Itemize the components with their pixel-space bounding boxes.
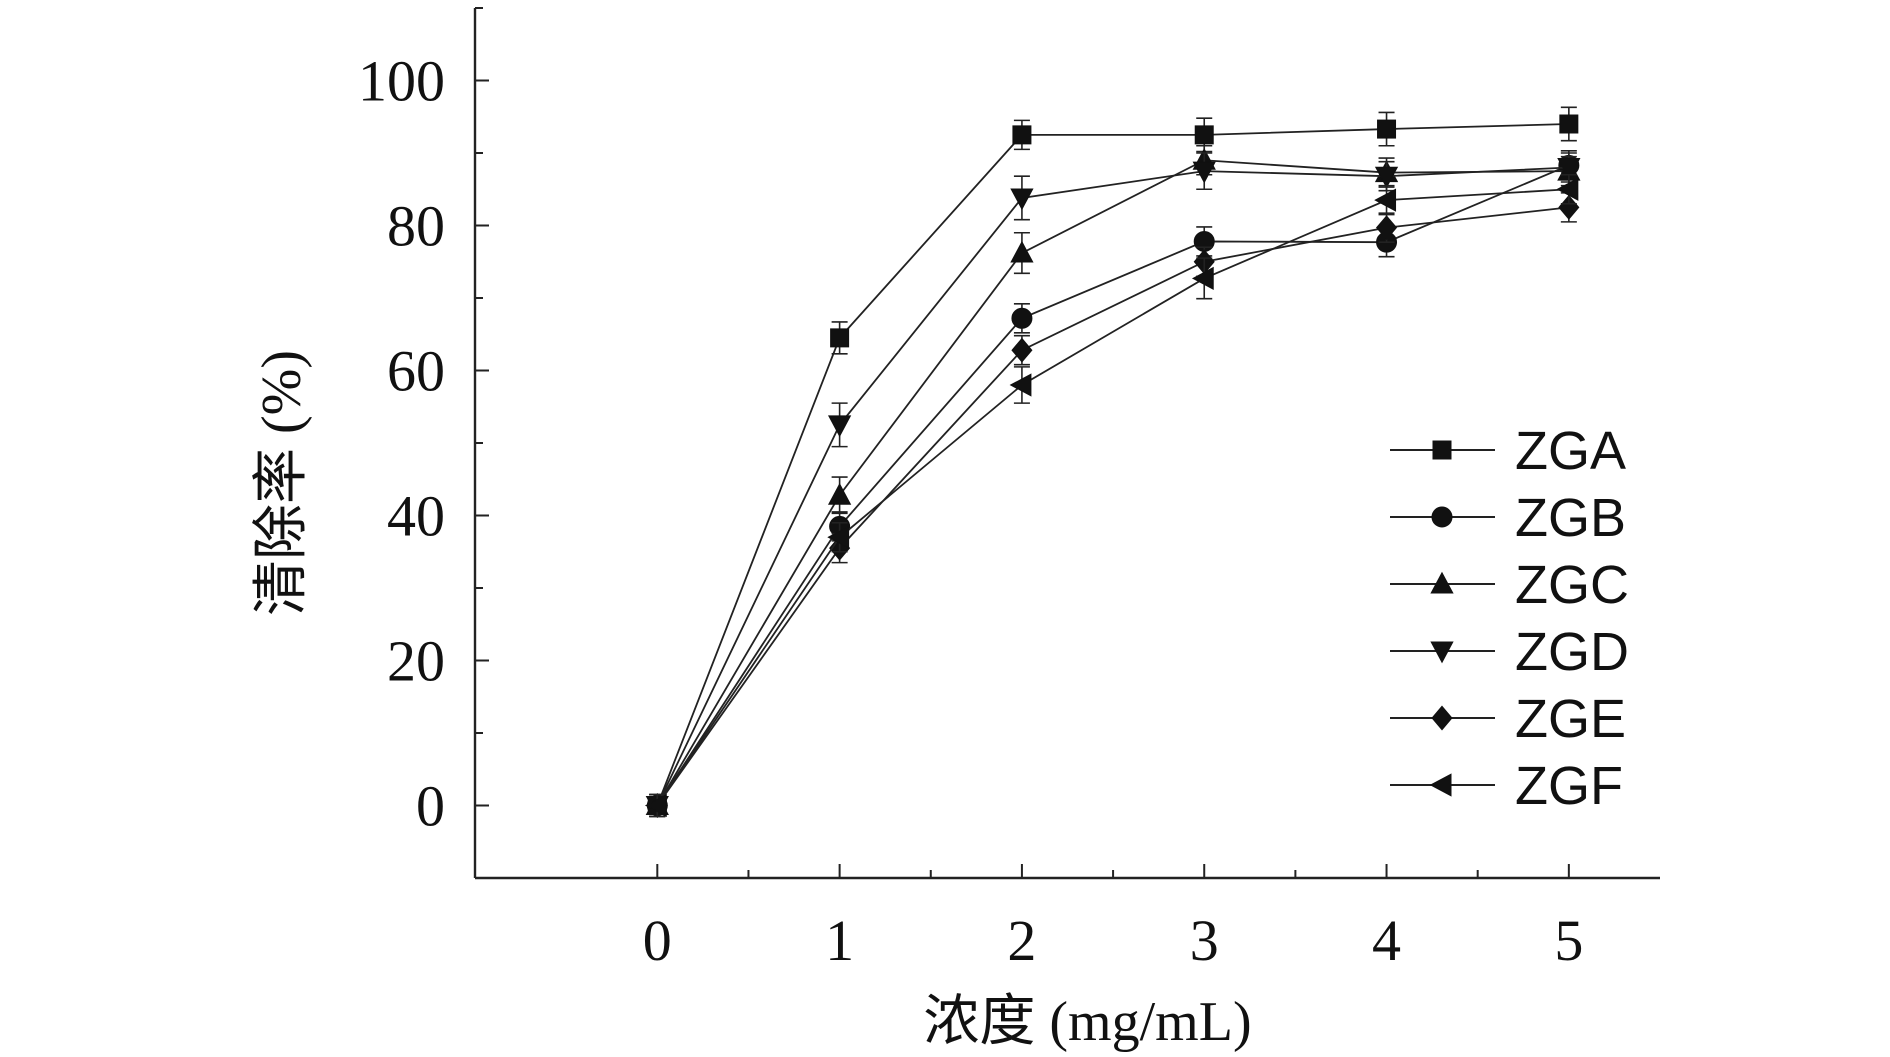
x-axis-title: 浓度 (mg/mL) (923, 991, 1251, 1053)
legend-item-zga: ZGA (1390, 421, 1626, 481)
legend-label: ZGB (1515, 488, 1626, 548)
x-tick-label: 2 (1007, 908, 1036, 973)
x-tick-label: 4 (1372, 908, 1401, 973)
data-point (1559, 114, 1579, 134)
y-tick-label: 100 (358, 49, 445, 114)
legend-item-zgc: ZGC (1390, 555, 1629, 615)
series-line (656, 188, 1569, 807)
axes: 0 20 40 60 80 100 0 1 2 3 4 5 (358, 7, 1660, 973)
series-line (656, 159, 1569, 806)
data-point (1194, 125, 1214, 145)
legend-item-zge: ZGE (1390, 689, 1626, 749)
data-point (827, 482, 852, 505)
data-point (1010, 188, 1034, 211)
data-point (827, 415, 852, 438)
series-layer (644, 106, 1581, 818)
legend-marker (1430, 571, 1454, 594)
legend-label: ZGE (1515, 689, 1626, 749)
data-point (1010, 240, 1034, 263)
y-tick-label: 20 (387, 629, 445, 694)
data-point (1012, 125, 1032, 145)
y-tick-label: 40 (387, 484, 445, 549)
series-zgf (644, 173, 1579, 818)
x-tick-label: 0 (643, 908, 672, 973)
data-point (1377, 119, 1397, 139)
y-tick-label: 60 (387, 339, 445, 404)
data-point (1374, 166, 1399, 189)
data-point (1557, 158, 1581, 180)
legend: ZGA ZGB ZGC ZGD ZGE ZGF (1390, 421, 1629, 816)
legend-marker (1431, 506, 1453, 528)
legend-label: ZGF (1515, 756, 1623, 816)
data-point (827, 525, 850, 549)
x-tick-label: 1 (825, 908, 854, 973)
legend-item-zgb: ZGB (1390, 488, 1626, 548)
data-point (1011, 307, 1033, 329)
legend-marker (1432, 440, 1452, 460)
data-point (1191, 266, 1214, 291)
y-tick-label: 80 (387, 194, 445, 259)
legend-marker (1430, 641, 1454, 664)
legend-item-zgf: ZGF (1390, 756, 1623, 816)
y-tick-label: 0 (416, 774, 445, 839)
series-line (656, 166, 1569, 806)
data-point (1374, 188, 1397, 212)
legend-label: ZGA (1515, 421, 1626, 481)
legend-label: ZGC (1515, 555, 1629, 615)
data-point (1011, 337, 1033, 363)
series-line (656, 206, 1569, 807)
legend-label: ZGD (1515, 622, 1629, 682)
data-point (1375, 215, 1398, 241)
legend-marker (1429, 773, 1452, 797)
x-tick-label: 3 (1190, 908, 1219, 973)
y-axis-title: 清除率 (%) (251, 350, 313, 616)
x-tick-label: 5 (1554, 908, 1583, 973)
data-point (1556, 177, 1579, 201)
series-line (656, 123, 1569, 806)
series-line (656, 164, 1570, 806)
data-point (1009, 373, 1032, 397)
data-point (830, 328, 850, 348)
data-point (644, 793, 667, 818)
legend-item-zgd: ZGD (1390, 622, 1629, 682)
data-point (1192, 161, 1216, 184)
legend-marker (1431, 705, 1453, 731)
series-zgd (645, 152, 1581, 818)
